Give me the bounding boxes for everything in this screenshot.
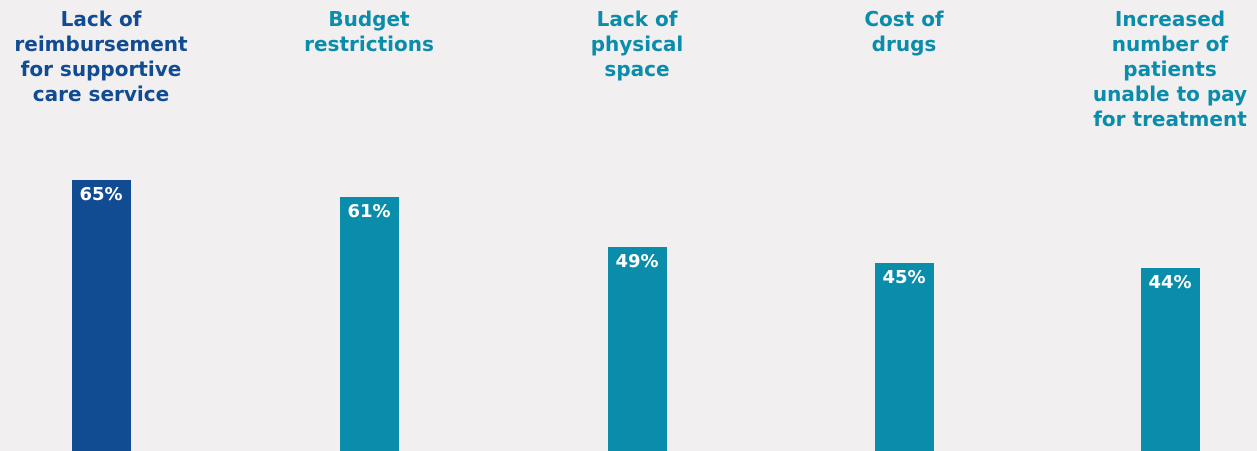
bar-value-label: 65% bbox=[79, 184, 123, 205]
category-label: Budget restrictions bbox=[304, 7, 434, 56]
bar: 65% bbox=[71, 180, 131, 451]
bar-value-label: 44% bbox=[1148, 272, 1192, 293]
category-label: Lack of reimbursement for supportive car… bbox=[14, 7, 188, 106]
bar-value-label: 61% bbox=[347, 201, 391, 222]
bar-value-label: 45% bbox=[882, 267, 926, 288]
category-label: Lack of physical space bbox=[590, 7, 684, 81]
bar-value-label: 49% bbox=[615, 251, 659, 272]
bar: 44% bbox=[1140, 268, 1200, 451]
bar: 61% bbox=[339, 197, 399, 451]
bar: 45% bbox=[874, 263, 934, 451]
category-label: Cost of drugs bbox=[864, 7, 944, 56]
category-label: Increased number of patients unable to p… bbox=[1092, 7, 1248, 131]
bar: 49% bbox=[607, 247, 667, 451]
